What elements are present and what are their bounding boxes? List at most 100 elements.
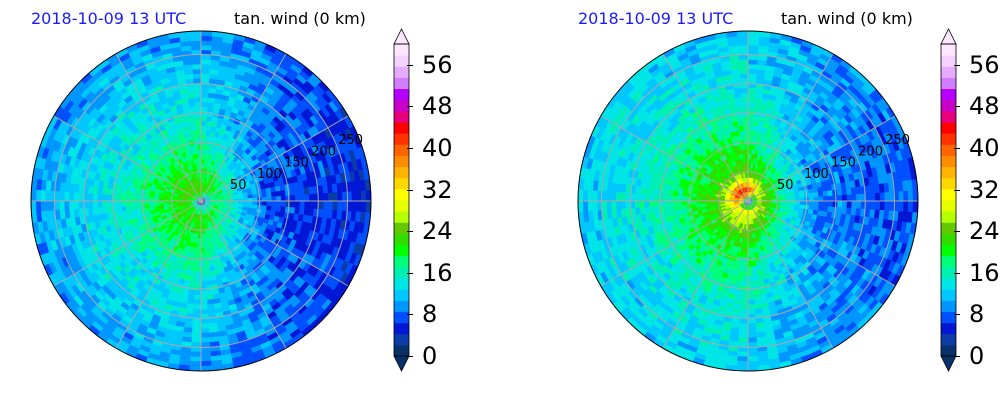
field-cell	[195, 276, 202, 282]
colorbar-extend-max	[393, 28, 410, 45]
field-cell	[200, 40, 212, 46]
colorbar-segment	[394, 177, 409, 190]
field-cell	[799, 204, 805, 209]
field-cell	[191, 332, 202, 339]
field-cell	[747, 261, 753, 268]
field-cell	[813, 200, 820, 206]
field-cell	[294, 200, 301, 208]
colorbar-tick-label: 0	[422, 342, 438, 370]
field-cell	[200, 327, 210, 334]
colorbar-segment	[394, 144, 409, 156]
field-cell	[200, 342, 211, 348]
field-cell	[280, 195, 287, 202]
field-cell	[193, 304, 202, 310]
field-cell	[247, 200, 254, 205]
field-cell	[192, 261, 198, 268]
field-cell	[125, 190, 132, 197]
field-cell	[196, 134, 202, 141]
field-cell	[192, 323, 202, 329]
field-cell	[200, 299, 209, 306]
field-cell	[191, 266, 197, 273]
field-cell	[195, 125, 202, 131]
field-cell	[196, 266, 202, 273]
field-cell	[195, 115, 202, 122]
field-cell	[193, 309, 202, 315]
field-cell	[44, 200, 51, 212]
field-cell	[200, 318, 210, 325]
field-cell	[200, 115, 207, 122]
field-cell	[200, 110, 208, 117]
colorbar-segment	[394, 110, 409, 123]
colorbar-segment	[394, 255, 409, 268]
field-cell	[200, 271, 207, 277]
field-cell	[743, 266, 749, 273]
field-cell	[294, 194, 301, 202]
colorbar-tick-label: 16	[422, 258, 453, 287]
field-cell	[200, 35, 213, 42]
field-cell	[266, 205, 273, 211]
field-cell	[681, 196, 688, 202]
field-cell	[106, 200, 112, 208]
field-cell	[125, 195, 131, 202]
colorbar-segment	[394, 155, 409, 168]
field-cell	[191, 63, 202, 70]
radial-tick-label: 250	[338, 133, 363, 148]
field-cell	[200, 351, 212, 358]
colorbar-segment	[394, 311, 409, 324]
field-cell	[200, 101, 208, 108]
field-cell	[751, 134, 757, 141]
field-cell	[205, 120, 212, 127]
field-cell	[739, 261, 745, 268]
field-cell	[200, 332, 211, 339]
field-cell	[205, 129, 211, 136]
field-cell	[351, 200, 358, 212]
field-cell	[356, 200, 362, 212]
field-cell	[691, 193, 697, 198]
field-cell	[59, 191, 65, 202]
colorbar-tick-label: 24	[422, 217, 453, 246]
field-cell	[744, 247, 749, 254]
field-cell	[200, 92, 209, 98]
field-cell	[193, 252, 198, 258]
field-cell	[327, 200, 334, 210]
field-cell	[280, 205, 287, 213]
field-cell	[332, 200, 339, 211]
field-cell	[134, 196, 141, 202]
field-cell	[192, 73, 202, 79]
field-cell	[190, 275, 197, 282]
field-cell	[200, 125, 207, 131]
field-cell	[751, 144, 756, 150]
colorbar-segment	[394, 200, 409, 212]
field-cell	[356, 190, 362, 202]
field-cell	[144, 196, 150, 202]
field-cell	[337, 191, 343, 202]
field-cell	[323, 200, 329, 210]
field-cell	[743, 261, 749, 268]
field-cell	[134, 192, 141, 198]
field-cell	[200, 134, 206, 141]
field-cell	[337, 200, 343, 211]
field-cell	[200, 77, 210, 84]
field-cell	[190, 270, 197, 277]
field-cell	[40, 200, 46, 212]
field-cell	[115, 200, 122, 207]
field-cell	[190, 356, 202, 362]
field-cell	[691, 196, 697, 202]
field-cell	[266, 196, 273, 202]
field-cell	[271, 200, 277, 207]
field-cell	[192, 327, 202, 334]
colorbar-segment	[394, 77, 409, 90]
field-cell	[738, 266, 744, 273]
field-cell	[193, 96, 202, 103]
field-cell	[134, 200, 141, 206]
field-cell	[323, 192, 329, 202]
field-cell	[54, 191, 60, 202]
radial-tick-label: 200	[311, 144, 336, 159]
field-cell	[261, 204, 268, 210]
colorbar-segment	[394, 44, 409, 56]
field-cell	[194, 110, 202, 117]
field-cell	[676, 191, 683, 197]
radial-tick-label: 150	[284, 156, 309, 171]
field-cell	[318, 200, 325, 210]
